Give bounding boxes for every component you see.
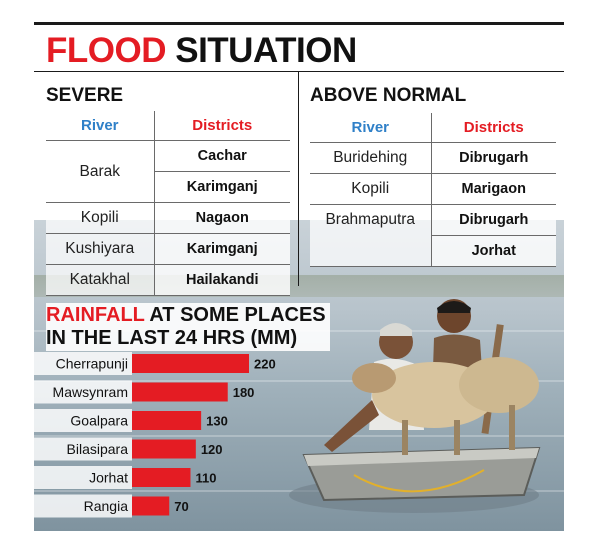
district-cell: Dibrugarh <box>431 142 556 174</box>
districts-column-header: Districts <box>431 113 556 143</box>
severe-heading: SEVERE <box>46 85 124 106</box>
river-cell: Barak <box>46 140 155 203</box>
bar <box>132 411 202 430</box>
bar-value-label: 70 <box>174 499 188 514</box>
bar-value-label: 220 <box>254 357 276 372</box>
river-cell: Brahmaputra <box>310 204 432 267</box>
man-hair <box>380 323 412 336</box>
bar-value-label: 130 <box>206 414 228 429</box>
bar-value-label: 120 <box>201 442 223 457</box>
goat-body <box>459 357 539 413</box>
bar <box>132 354 249 373</box>
bar <box>132 468 191 487</box>
bar-label-backdrop <box>34 352 132 375</box>
severe-table: River Districts Barak Cachar Karimganj K… <box>46 111 290 296</box>
district-cell: Hailakandi <box>154 264 290 296</box>
infographic-frame: FLOOD SITUATION SEVERE River Districts B… <box>34 22 564 531</box>
bar <box>132 382 228 402</box>
water-ripple <box>34 435 564 437</box>
districts-column-header: Districts <box>154 111 290 141</box>
bar-value-label: 110 <box>196 471 217 486</box>
goat-head <box>352 363 396 393</box>
page-title: FLOOD SITUATION <box>46 31 357 71</box>
bar-category-label: Cherrapunji <box>56 356 128 372</box>
bar-category-label: Rangia <box>84 498 129 514</box>
rainfall-bar-chart: Cherrapunji 220 Mawsynram 180 Goalpara 130 Bil… <box>34 352 276 518</box>
river-column-header: River <box>46 111 155 141</box>
man-hair <box>437 301 471 313</box>
bar-category-label: Jorhat <box>89 470 128 486</box>
title-divider <box>34 71 564 72</box>
column-divider <box>298 71 299 286</box>
river-column-header: River <box>310 113 432 143</box>
bar-value-label: 180 <box>233 385 255 400</box>
bar-label-backdrop <box>34 409 132 432</box>
bar-label-backdrop <box>34 494 132 518</box>
rainfall-title: RAINFALL AT SOME PLACES IN THE LAST 24 HR… <box>46 303 330 351</box>
rainfall-title-highlight: RAINFALL <box>46 304 145 326</box>
goat-leg <box>402 420 408 455</box>
rainfall-title-rest: AT SOME PLACES <box>144 304 326 326</box>
bar-category-label: Mawsynram <box>53 384 128 400</box>
water-ripple <box>34 380 564 382</box>
district-cell: Marigaon <box>431 173 556 205</box>
bar-category-label: Bilasipara <box>67 441 129 457</box>
above-normal-table: River Districts Buridehing Dibrugarh Kop… <box>310 113 556 267</box>
river-cell: Kopili <box>46 202 155 234</box>
goat-leg <box>454 420 460 455</box>
river-cell: Kopili <box>310 173 432 205</box>
bar-label-backdrop <box>34 437 132 461</box>
man-arm <box>324 400 379 452</box>
district-cell: Jorhat <box>431 235 556 267</box>
title-rest: SITUATION <box>175 31 357 70</box>
title-highlight: FLOOD <box>46 31 166 70</box>
bar-label-backdrop <box>34 380 132 404</box>
river-cell: Kushiyara <box>46 233 155 265</box>
river-cell: Katakhal <box>46 264 155 296</box>
bar-label-backdrop <box>34 466 132 489</box>
boat-illustration <box>289 299 541 513</box>
district-cell: Dibrugarh <box>431 204 556 236</box>
district-cell: Karimganj <box>154 171 290 203</box>
district-cell: Nagaon <box>154 202 290 234</box>
boat-rim <box>304 448 539 466</box>
goat-leg <box>509 405 515 450</box>
above-normal-heading: ABOVE NORMAL <box>310 85 467 106</box>
bar <box>132 439 196 459</box>
river-cell: Buridehing <box>310 142 432 174</box>
bar-category-label: Goalpara <box>70 413 128 429</box>
rope <box>353 469 485 493</box>
district-cell: Karimganj <box>154 233 290 265</box>
bar <box>132 496 170 516</box>
district-cell: Cachar <box>154 140 290 172</box>
rainfall-title-line2: IN THE LAST 24 HRS (MM) <box>46 327 298 349</box>
